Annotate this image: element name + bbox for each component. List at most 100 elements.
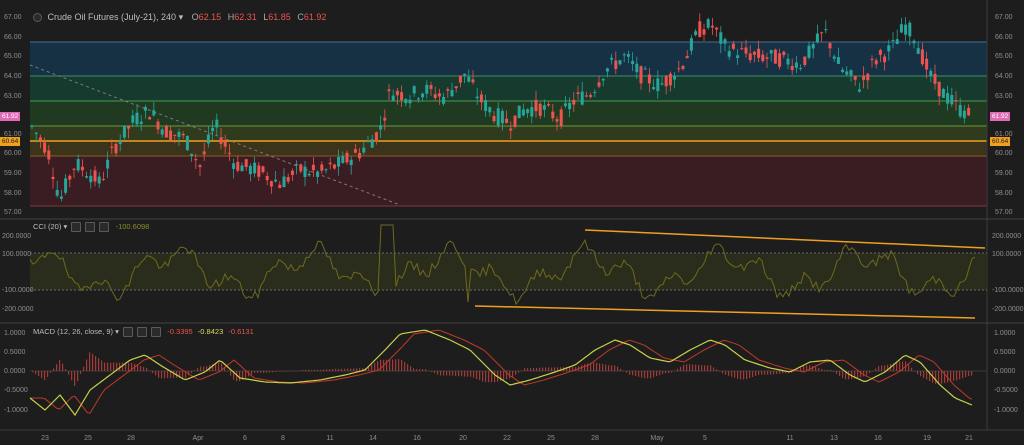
candle-body xyxy=(475,96,479,99)
price-scale[interactable]: 67.00 67.00 66.00 66.00 65.00 65.00 64.00 64.00… xyxy=(4,14,1013,216)
candle-body xyxy=(715,27,719,30)
macd-hist-bar xyxy=(197,368,199,371)
candle-body xyxy=(761,54,765,62)
candle-body xyxy=(311,164,315,171)
candle-body xyxy=(34,132,38,134)
price-tick-label: 57.00 xyxy=(995,209,1013,216)
chevron-down-icon[interactable]: ▾ xyxy=(63,222,68,231)
macd-hist-bar xyxy=(863,371,865,377)
macd-hist-bar xyxy=(824,369,826,371)
candle-body xyxy=(652,87,656,90)
open-value: 62.15 xyxy=(198,12,222,22)
close-icon[interactable] xyxy=(151,327,162,338)
eye-icon[interactable] xyxy=(122,327,133,338)
candle-body xyxy=(891,40,895,42)
cci-scale[interactable]: 200.0000 200.0000 100.0000 100.0000 -100.000… xyxy=(2,233,1024,313)
candle-body xyxy=(538,103,542,116)
candle-body xyxy=(290,170,294,175)
macd-hist-bar xyxy=(62,363,64,371)
macd-hist-bar xyxy=(287,371,289,372)
macd-hist-bar xyxy=(170,371,172,378)
macd-hist-bar xyxy=(653,371,655,378)
macd-hist-bar xyxy=(131,362,133,371)
candle-body xyxy=(689,38,693,51)
macd-hist-bar xyxy=(629,371,631,375)
macd-hist-bar xyxy=(695,364,697,371)
macd-hist-bar xyxy=(254,371,256,373)
macd-hist-bar xyxy=(899,361,901,371)
macd-hist-bar xyxy=(623,370,625,372)
candle-body xyxy=(412,86,416,94)
macd-hist-bar xyxy=(80,371,82,374)
candle-body xyxy=(349,159,353,166)
candle-body xyxy=(303,166,307,177)
candle-body xyxy=(395,90,399,96)
macd-hist-bar xyxy=(191,371,193,373)
macd-hist-bar xyxy=(524,368,526,371)
macd-hist-bar xyxy=(923,371,925,378)
macd-hist-bar xyxy=(437,371,439,375)
candle-body xyxy=(261,166,265,173)
close-icon[interactable] xyxy=(99,222,110,233)
macd-hist-bar xyxy=(833,371,835,372)
chevron-down-icon[interactable]: ▾ xyxy=(115,327,119,336)
fib-zone-orange xyxy=(30,141,987,156)
gear-icon[interactable] xyxy=(85,222,96,233)
candle-body xyxy=(828,43,832,49)
candle-body xyxy=(694,31,698,36)
candle-body xyxy=(383,117,387,121)
candle-body xyxy=(572,99,576,105)
macd-scale[interactable]: 1.0000 1.0000 0.5000 0.5000 0.0000 0.0000 -0.5… xyxy=(4,330,1018,414)
candle-body xyxy=(219,137,223,144)
macd-hist-bar xyxy=(395,359,397,371)
current-price-tag-left: 61.92 xyxy=(0,112,21,121)
macd-hist-bar xyxy=(662,371,664,374)
cci-tick-label-left: -100.0000 xyxy=(2,287,34,294)
price-tick-label: 67.00 xyxy=(995,14,1013,21)
macd-hist-bar xyxy=(50,371,52,373)
macd-hist-bar xyxy=(614,365,616,371)
symbol-title[interactable]: Crude Oil Futures (July-21), 240 xyxy=(47,12,177,22)
macd-hist-bar xyxy=(110,362,112,371)
chevron-down-icon[interactable]: ▾ xyxy=(178,12,184,22)
candle-body xyxy=(479,94,483,103)
macd-hist-bar xyxy=(671,371,673,373)
macd-hist-bar xyxy=(494,371,496,383)
candle-body xyxy=(736,55,740,58)
price-tick-label-left: 65.00 xyxy=(4,53,22,60)
candle-body xyxy=(181,133,185,136)
cci-lower-trendline[interactable] xyxy=(474,305,976,319)
macd-hist-bar xyxy=(218,362,220,371)
cci-label[interactable]: CCI (20) xyxy=(33,222,62,231)
candle-body xyxy=(895,39,899,45)
macd-hist-bar xyxy=(482,371,484,382)
cci-upper-trendline[interactable] xyxy=(584,229,986,249)
candle-body xyxy=(824,29,828,31)
eye-icon[interactable] xyxy=(71,222,82,233)
candle-body xyxy=(950,95,954,105)
candle-body xyxy=(799,68,803,70)
candle-body xyxy=(400,92,404,101)
settings-icon[interactable] xyxy=(33,13,42,23)
macd-hist-bar xyxy=(380,359,382,371)
cci-value: -100.6098 xyxy=(115,222,150,231)
macd-hist-bar xyxy=(782,371,784,374)
macd-hist-bar xyxy=(83,366,85,371)
candle-body xyxy=(773,49,777,64)
candle-body xyxy=(500,110,504,124)
price-tick-label: 61.00 xyxy=(995,131,1013,138)
macd-hist-bar xyxy=(92,353,94,371)
macd-hist-bar xyxy=(77,371,79,382)
macd-hist-bar xyxy=(374,362,376,371)
time-axis[interactable]: 23 25 28 Apr 6 8 11 14 16 20 22 25 28 May 5 11 13 16 19 21 xyxy=(41,435,973,442)
macd-hist-bar xyxy=(545,367,547,371)
macd-label[interactable]: MACD (12, 26, close, 9) xyxy=(33,327,114,336)
macd-hist-bar xyxy=(485,371,487,383)
macd-hist-bar xyxy=(689,364,691,371)
gear-icon[interactable] xyxy=(137,327,148,338)
candle-body xyxy=(185,136,189,151)
macd-hist-bar xyxy=(266,371,268,373)
macd-hist-bar xyxy=(836,371,838,374)
